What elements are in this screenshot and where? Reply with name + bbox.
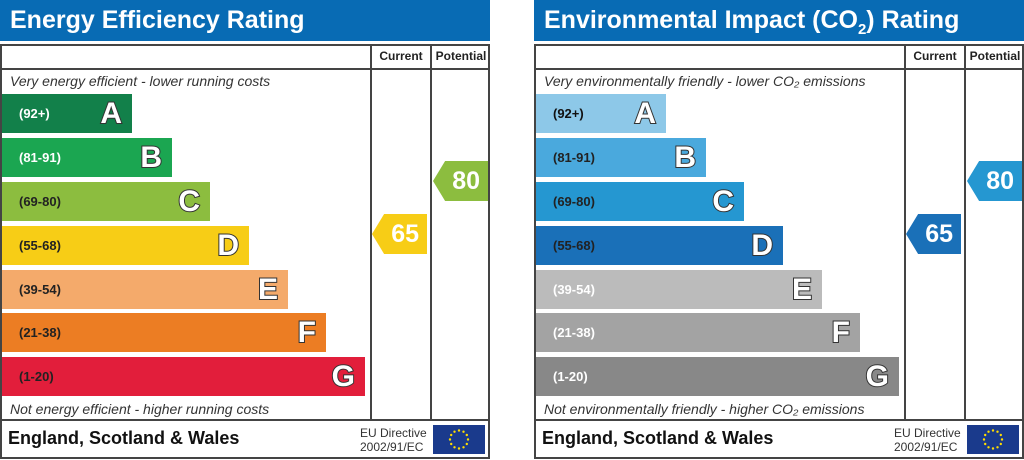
rating-table-border [0, 44, 490, 459]
rating-table-border [534, 44, 1024, 459]
band-letter: B [139, 140, 163, 175]
title-text: Energy Efficiency Rating [10, 6, 305, 34]
band-range: (1-20) [19, 369, 54, 384]
band-letter: D [216, 228, 240, 263]
band-bar-b: (81-91) B [536, 138, 706, 177]
band-range: (92+) [19, 106, 50, 121]
potential-column-header: Potential [969, 49, 1021, 63]
bottom-note: Not energy efficient - higher running co… [10, 401, 270, 417]
band-bar-b: (81-91) B [2, 138, 172, 177]
band-range: (55-68) [553, 238, 595, 253]
potential-column-header: Potential [435, 49, 487, 63]
current-rating-arrow: 65 [906, 214, 961, 254]
band-letter: E [257, 272, 279, 307]
top-note: Very energy efficient - lower running co… [10, 73, 271, 89]
title-text: Environmental Impact (CO [544, 6, 858, 34]
band-range: (92+) [553, 106, 584, 121]
band-letter: A [99, 96, 123, 131]
header-divider [0, 68, 490, 70]
directive-line-2: 2002/91/EC [360, 440, 424, 454]
top-note: Very environmentally friendly - lower CO… [544, 73, 866, 89]
band-bar-g: (1-20) G [2, 357, 365, 396]
potential-rating-arrow: 80 [433, 161, 488, 201]
potential-rating-arrow: 80 [967, 161, 1022, 201]
band-bar-g: (1-20) G [536, 357, 899, 396]
band-bar-a: (92+) A [536, 94, 666, 133]
band-bar-e: (39-54) E [2, 270, 288, 309]
chart-title: Energy Efficiency Rating [0, 0, 490, 41]
eu-stars-icon [448, 429, 470, 450]
eu-flag-icon [967, 425, 1019, 454]
band-bar-d: (55-68) D [2, 226, 249, 265]
eu-stars-icon [982, 429, 1004, 450]
band-range: (81-91) [19, 150, 61, 165]
band-letter: G [865, 359, 890, 394]
band-letter: G [331, 359, 356, 394]
eu-directive: EU Directive 2002/91/EC [894, 426, 961, 454]
band-range: (21-38) [553, 325, 595, 340]
chart-title: Environmental Impact (CO2) Rating [534, 0, 1024, 41]
band-range: (81-91) [553, 150, 595, 165]
footer-divider [0, 419, 490, 421]
title-subscript: 2 [857, 21, 867, 38]
band-range: (69-80) [19, 194, 61, 209]
environmental-impact-panel: Environmental Impact (CO2) Rating Current… [534, 0, 1024, 460]
region-label: England, Scotland & Wales [542, 428, 774, 448]
band-bar-c: (69-80) C [536, 182, 744, 221]
directive-line-1: EU Directive [360, 426, 427, 440]
band-bar-f: (21-38) F [2, 313, 326, 352]
potential-column-divider [430, 44, 432, 420]
band-bar-e: (39-54) E [536, 270, 822, 309]
directive-line-2: 2002/91/EC [894, 440, 958, 454]
energy-efficiency-panel: Energy Efficiency Rating Current Potential… [0, 0, 490, 460]
band-letter: C [177, 184, 201, 219]
current-column-divider [370, 44, 372, 420]
header-divider [534, 68, 1024, 70]
region-label: England, Scotland & Wales [8, 428, 240, 448]
band-letter: F [297, 315, 317, 350]
title-end: ) Rating [866, 6, 960, 34]
footer-divider [534, 419, 1024, 421]
band-range: (1-20) [553, 369, 588, 384]
current-column-header: Current [913, 49, 957, 63]
band-letter: E [791, 272, 813, 307]
band-range: (39-54) [553, 282, 595, 297]
band-letter: A [633, 96, 657, 131]
eu-directive: EU Directive 2002/91/EC [360, 426, 427, 454]
eu-flag-icon [433, 425, 485, 454]
potential-column-divider [964, 44, 966, 420]
band-bar-a: (92+) A [2, 94, 132, 133]
band-range: (39-54) [19, 282, 61, 297]
current-column-divider [904, 44, 906, 420]
directive-line-1: EU Directive [894, 426, 961, 440]
band-letter: C [711, 184, 735, 219]
bottom-note: Not environmentally friendly - higher CO… [544, 401, 865, 417]
band-letter: B [673, 140, 697, 175]
band-range: (21-38) [19, 325, 61, 340]
band-range: (55-68) [19, 238, 61, 253]
band-letter: F [831, 315, 851, 350]
band-bar-c: (69-80) C [2, 182, 210, 221]
band-letter: D [750, 228, 774, 263]
band-range: (69-80) [553, 194, 595, 209]
band-bar-f: (21-38) F [536, 313, 860, 352]
current-rating-arrow: 65 [372, 214, 427, 254]
band-bar-d: (55-68) D [536, 226, 783, 265]
current-column-header: Current [379, 49, 423, 63]
